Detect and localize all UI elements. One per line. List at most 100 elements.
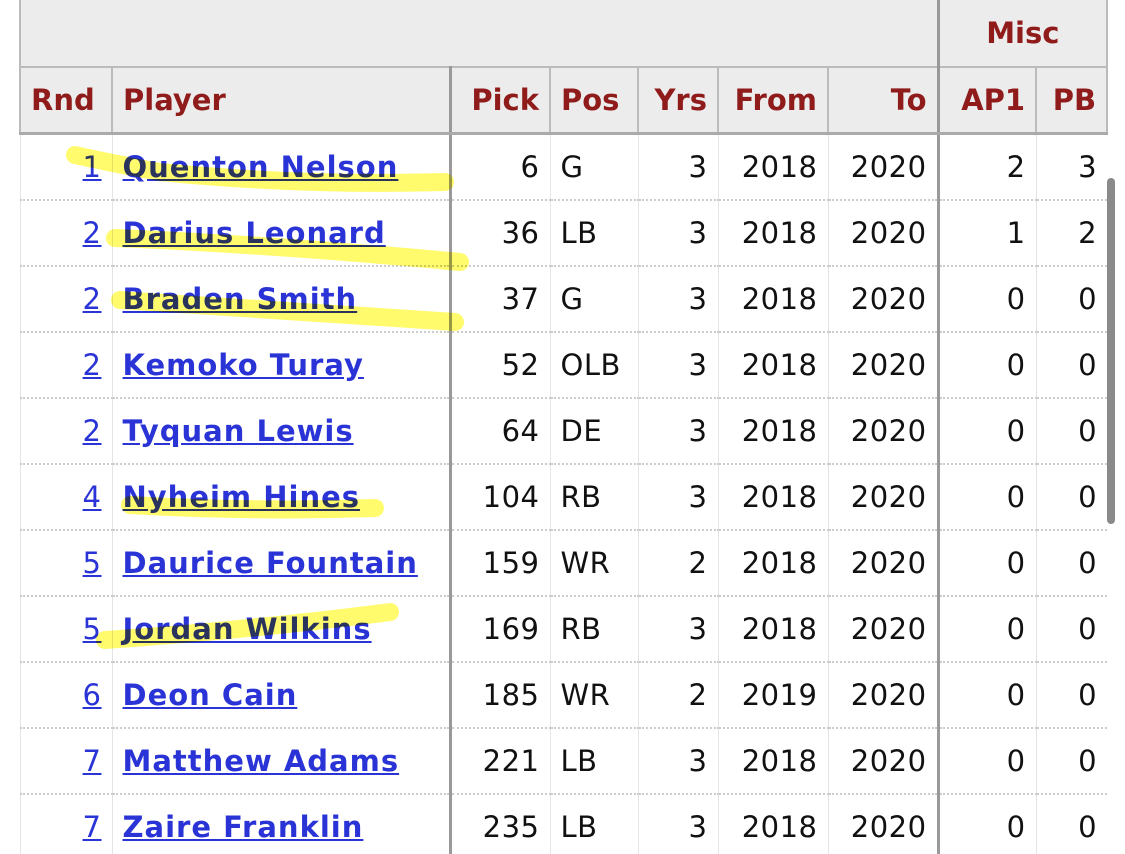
- table-cell: 3: [1035, 133, 1108, 201]
- table-cell: 235: [448, 794, 550, 854]
- table-cell: 169: [448, 596, 550, 663]
- group-header-row: Misc: [18, 0, 1109, 68]
- round-link[interactable]: 7: [82, 744, 102, 778]
- table-cell: 2018: [717, 200, 828, 267]
- table-row: 5 Jordan Wilkins 169 RB 3 2018 2020 0 0: [19, 596, 1108, 663]
- table-cell: 37: [448, 266, 550, 333]
- table-cell: 0: [1035, 464, 1108, 531]
- table-cell: 2019: [717, 662, 828, 729]
- table-cell: 3: [637, 794, 718, 854]
- table-cell: Quenton Nelson: [111, 133, 450, 201]
- table-row: 2 Kemoko Turay 52 OLB 3 2018 2020 0 0: [19, 332, 1108, 399]
- table-cell: 2018: [717, 794, 828, 854]
- player-link[interactable]: Nyheim Hines: [122, 480, 361, 514]
- table-cell: Tyquan Lewis: [111, 398, 450, 465]
- table-cell: 5: [19, 596, 112, 663]
- player-link[interactable]: Tyquan Lewis: [122, 414, 354, 448]
- table-row: 2 Braden Smith 37 G 3 2018 2020 0 0: [19, 266, 1108, 333]
- table-cell: 5: [19, 530, 112, 597]
- table-cell: 2: [19, 266, 112, 333]
- column-header: Pick: [448, 66, 551, 135]
- table-row: 5 Daurice Fountain 159 WR 2 2018 2020 0 0: [19, 530, 1108, 597]
- table-cell: Kemoko Turay: [111, 332, 450, 399]
- group-header: Misc: [936, 0, 1109, 68]
- table-row: 7 Matthew Adams 221 LB 3 2018 2020 0 0: [19, 728, 1108, 795]
- table-cell: 2018: [717, 266, 828, 333]
- table-cell: 0: [1035, 530, 1108, 597]
- table-cell: 2020: [827, 728, 939, 795]
- player-link[interactable]: Darius Leonard: [122, 216, 386, 250]
- table-row: 2 Tyquan Lewis 64 DE 3 2018 2020 0 0: [19, 398, 1108, 465]
- table-cell: 2020: [827, 464, 939, 531]
- player-link[interactable]: Zaire Franklin: [122, 810, 364, 844]
- table-cell: 3: [637, 200, 718, 267]
- table-cell: 2020: [827, 596, 939, 663]
- table-cell: 4: [19, 464, 112, 531]
- player-link[interactable]: Daurice Fountain: [122, 546, 418, 580]
- table-cell: 3: [637, 266, 718, 333]
- round-link[interactable]: 2: [82, 216, 102, 250]
- table-cell: 2020: [827, 332, 939, 399]
- table-cell: 0: [936, 266, 1037, 333]
- table-cell: WR: [549, 530, 638, 597]
- round-link[interactable]: 2: [82, 348, 102, 382]
- table-cell: Darius Leonard: [111, 200, 450, 267]
- table-cell: Matthew Adams: [111, 728, 450, 795]
- column-header: AP1: [936, 66, 1038, 135]
- table-cell: 221: [448, 728, 550, 795]
- table-cell: 0: [1035, 662, 1108, 729]
- table-cell: 104: [448, 464, 550, 531]
- table-cell: 0: [936, 464, 1037, 531]
- round-link[interactable]: 7: [82, 810, 102, 844]
- round-link[interactable]: 2: [82, 282, 102, 316]
- table-cell: 0: [936, 530, 1037, 597]
- table-cell: Daurice Fountain: [111, 530, 450, 597]
- table-cell: 3: [637, 728, 718, 795]
- round-link[interactable]: 4: [82, 480, 102, 514]
- column-header: Player: [111, 66, 451, 135]
- scrollbar[interactable]: [1107, 178, 1115, 524]
- player-link[interactable]: Braden Smith: [122, 282, 358, 316]
- table-cell: Zaire Franklin: [111, 794, 450, 854]
- table-cell: 1: [936, 200, 1037, 267]
- table-cell: 2: [637, 530, 718, 597]
- player-link[interactable]: Kemoko Turay: [122, 348, 364, 382]
- player-link[interactable]: Jordan Wilkins: [122, 612, 372, 646]
- table-cell: 159: [448, 530, 550, 597]
- table-cell: RB: [549, 596, 638, 663]
- table-cell: 36: [448, 200, 550, 267]
- round-link[interactable]: 5: [82, 612, 102, 646]
- player-link[interactable]: Matthew Adams: [122, 744, 400, 778]
- table-cell: 2018: [717, 530, 828, 597]
- table-cell: 6: [448, 133, 550, 201]
- round-link[interactable]: 1: [82, 150, 102, 184]
- table-row: 7 Zaire Franklin 235 LB 3 2018 2020 0 0: [19, 794, 1108, 854]
- table-cell: 0: [936, 596, 1037, 663]
- table-cell: 0: [1035, 398, 1108, 465]
- table-cell: 2020: [827, 266, 939, 333]
- table-row: 2 Darius Leonard 36 LB 3 2018 2020 1 2: [19, 200, 1108, 267]
- table-cell: 64: [448, 398, 550, 465]
- table-cell: 185: [448, 662, 550, 729]
- table-cell: 2: [19, 398, 112, 465]
- table-cell: 2018: [717, 332, 828, 399]
- round-link[interactable]: 2: [82, 414, 102, 448]
- table-cell: 7: [19, 794, 112, 854]
- table-cell: 0: [1035, 596, 1108, 663]
- table-cell: Jordan Wilkins: [111, 596, 450, 663]
- player-link[interactable]: Deon Cain: [122, 678, 298, 712]
- table-cell: 2: [19, 332, 112, 399]
- table-cell: 3: [637, 596, 718, 663]
- table-cell: 52: [448, 332, 550, 399]
- column-header: To: [826, 66, 940, 135]
- table-cell: 3: [637, 398, 718, 465]
- table-cell: 2020: [827, 794, 939, 854]
- table-cell: WR: [549, 662, 638, 729]
- table-cell: 1: [19, 133, 112, 201]
- table-cell: 2020: [827, 398, 939, 465]
- player-link[interactable]: Quenton Nelson: [122, 150, 399, 184]
- table-row: 6 Deon Cain 185 WR 2 2019 2020 0 0: [19, 662, 1108, 729]
- round-link[interactable]: 5: [82, 546, 102, 580]
- table-cell: 2018: [717, 464, 828, 531]
- round-link[interactable]: 6: [82, 678, 102, 712]
